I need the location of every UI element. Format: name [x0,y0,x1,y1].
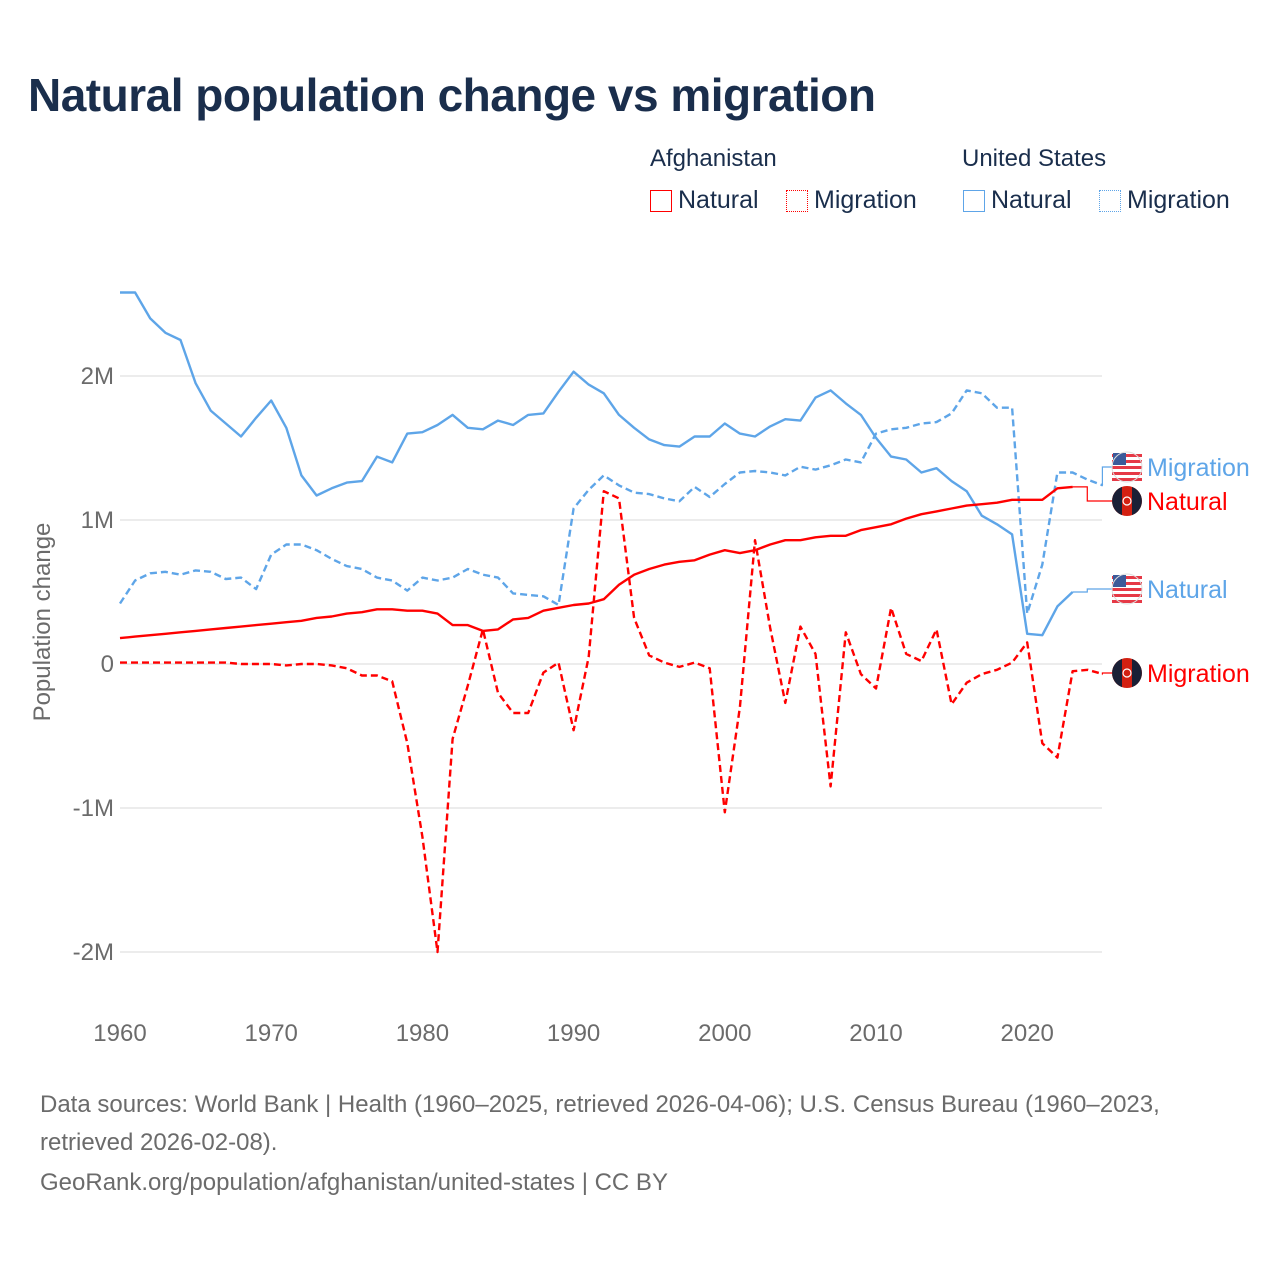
flag-emblem [1122,668,1132,678]
flag-stripe [1112,486,1122,516]
flag-stripe [1112,582,1142,585]
chart-title: Natural population change vs migration [28,69,876,121]
label-connector [1101,672,1112,675]
flag-stripe [1112,588,1142,591]
footer-link[interactable]: GeoRank.org/population/afghanistan/unite… [40,1169,668,1196]
label-connector [1101,466,1112,487]
label-connector [1072,486,1112,502]
solid-swatch-icon [963,189,985,212]
afghanistan-flag-icon [1112,486,1142,516]
legend-group-afghanistan: Afghanistan [650,145,777,172]
legend-label: Natural [991,186,1072,214]
x-tick-label: 1960 [93,1020,146,1047]
label-connector [1072,588,1112,593]
us-flag-icon [1111,451,1143,483]
flag-stripe [1112,472,1142,475]
flag-border [1111,573,1143,605]
series-line-afghanistan-natural [119,485,1073,640]
flag-emblem [1122,496,1132,506]
end-label-afg-migration: Migration [1147,660,1250,688]
legend-label: Migration [814,186,917,214]
flag-stripe [1132,486,1142,516]
legend-label: Migration [1127,186,1230,214]
legend-afg-natural[interactable]: Natural [650,186,759,215]
x-tick-label: 2020 [1001,1020,1054,1047]
us-flag-icon [1111,573,1143,605]
legend-afg-migration[interactable]: Migration [786,186,917,215]
legend-label: Natural [678,186,759,214]
x-tick-label: 1980 [396,1020,449,1047]
flag-stripe [1132,658,1142,688]
footer-sources: Data sources: World Bank | Health (1960–… [40,1091,1160,1118]
flag-stripe [1112,594,1142,597]
series-line-united-states-natural [120,291,1074,637]
x-tick-label: 1990 [547,1020,600,1047]
flag-stripe [1112,454,1142,457]
legend-group-united-states: United States [962,145,1107,172]
flag-stripe [1112,478,1142,481]
series-line-united-states-migration [118,389,1104,615]
flag-stripe [1112,460,1142,463]
solid-swatch-icon [650,189,672,212]
y-tick-label: 0 [101,651,114,678]
y-tick-label: -1M [73,795,114,822]
flag-border [1111,451,1143,483]
dotted-swatch-icon [1099,189,1121,212]
flag-stripe [1112,600,1142,603]
y-tick-label: -2M [73,939,114,966]
legend-us-migration[interactable]: Migration [1099,186,1230,215]
flag-canton [1113,453,1126,465]
series-line-afghanistan-migration [120,490,1104,954]
end-label-us-migration: Migration [1147,454,1250,482]
end-label-us-natural: Natural [1147,576,1228,604]
y-tick-label: 1M [81,507,114,534]
x-tick-label: 2010 [849,1020,902,1047]
flag-canton [1113,575,1126,587]
y-tick-label: 2M [81,363,114,390]
afghanistan-flag-icon [1112,658,1142,688]
x-tick-label: 1970 [245,1020,298,1047]
flag-stripe [1112,658,1122,688]
legend-us-natural[interactable]: Natural [963,186,1072,215]
dotted-swatch-icon [786,189,808,212]
flag-stripe [1112,576,1142,579]
x-tick-label: 2000 [698,1020,751,1047]
end-label-afg-natural: Natural [1147,488,1228,516]
footer-sources-cont: retrieved 2026-02-08). [40,1129,278,1156]
y-axis-label: Population change [29,523,56,722]
flag-stripe [1112,466,1142,469]
